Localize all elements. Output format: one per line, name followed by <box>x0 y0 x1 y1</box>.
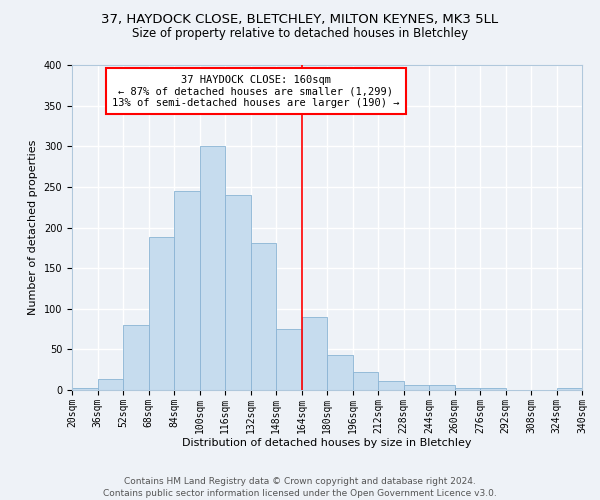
Bar <box>174 191 199 390</box>
Bar <box>72 388 97 390</box>
Bar <box>149 238 174 390</box>
Bar <box>225 195 251 390</box>
Text: 37, HAYDOCK CLOSE, BLETCHLEY, MILTON KEYNES, MK3 5LL: 37, HAYDOCK CLOSE, BLETCHLEY, MILTON KEY… <box>101 12 499 26</box>
Bar <box>199 146 225 390</box>
Bar <box>378 381 404 390</box>
Bar <box>97 378 123 390</box>
Y-axis label: Number of detached properties: Number of detached properties <box>28 140 38 315</box>
Bar <box>302 317 327 390</box>
Bar <box>251 243 276 390</box>
Bar <box>557 388 582 390</box>
Text: Contains HM Land Registry data © Crown copyright and database right 2024.
Contai: Contains HM Land Registry data © Crown c… <box>103 476 497 498</box>
Bar <box>480 388 505 390</box>
Text: 37 HAYDOCK CLOSE: 160sqm
← 87% of detached houses are smaller (1,299)
13% of sem: 37 HAYDOCK CLOSE: 160sqm ← 87% of detach… <box>112 74 400 108</box>
Bar <box>429 385 455 390</box>
Bar <box>404 385 429 390</box>
Bar <box>123 325 149 390</box>
Bar <box>455 388 480 390</box>
Bar <box>353 372 378 390</box>
Bar <box>327 355 353 390</box>
X-axis label: Distribution of detached houses by size in Bletchley: Distribution of detached houses by size … <box>182 438 472 448</box>
Text: Size of property relative to detached houses in Bletchley: Size of property relative to detached ho… <box>132 28 468 40</box>
Bar <box>276 329 302 390</box>
